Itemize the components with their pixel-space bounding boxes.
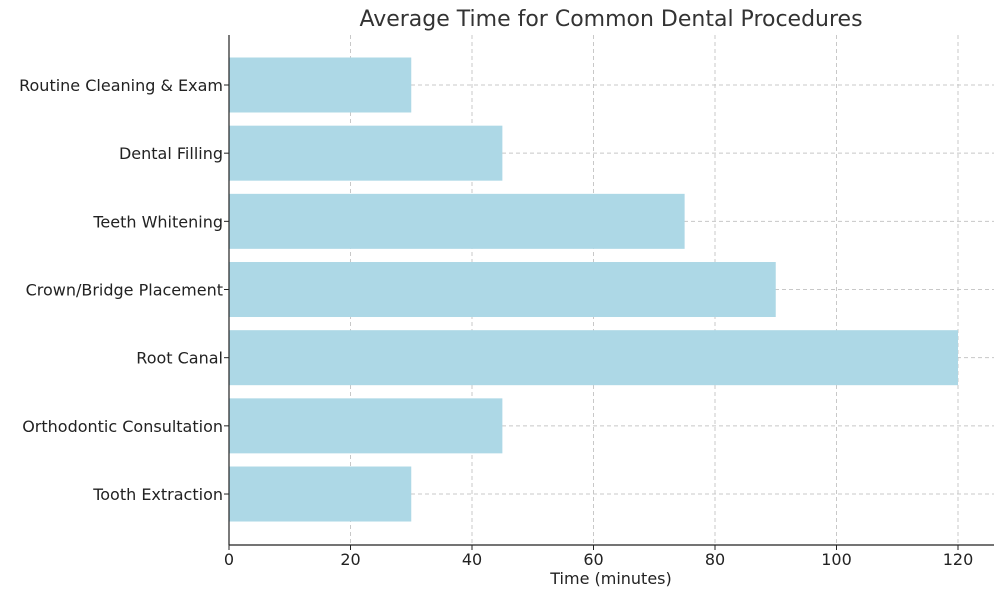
bar (229, 193, 685, 249)
bars (229, 57, 958, 522)
x-tick-label: 0 (224, 550, 234, 569)
y-tick-label: Teeth Whitening (92, 212, 223, 231)
x-ticks: 0 20 40 60 80 100 120 (224, 545, 973, 569)
bar (229, 57, 412, 113)
y-tick-label: Tooth Extraction (92, 485, 223, 504)
bar (229, 466, 412, 522)
bar (229, 398, 503, 454)
x-tick-label: 20 (340, 550, 360, 569)
x-axis-label: Time (minutes) (549, 569, 672, 588)
bar (229, 262, 776, 318)
bar (229, 330, 958, 386)
x-tick-label: 40 (462, 550, 482, 569)
y-tick-label: Routine Cleaning & Exam (19, 76, 223, 95)
x-tick-label: 120 (943, 550, 974, 569)
y-tick-label: Orthodontic Consultation (22, 417, 223, 436)
x-tick-label: 100 (821, 550, 852, 569)
y-ticks: Routine Cleaning & Exam Dental Filling Tee… (19, 76, 229, 504)
chart-title: Average Time for Common Dental Procedure… (359, 7, 862, 32)
x-tick-label: 80 (705, 550, 725, 569)
y-tick-label: Crown/Bridge Placement (26, 281, 223, 300)
y-tick-label: Dental Filling (119, 144, 223, 163)
y-tick-label: Root Canal (136, 349, 223, 368)
bar (229, 125, 503, 181)
x-tick-label: 60 (583, 550, 603, 569)
